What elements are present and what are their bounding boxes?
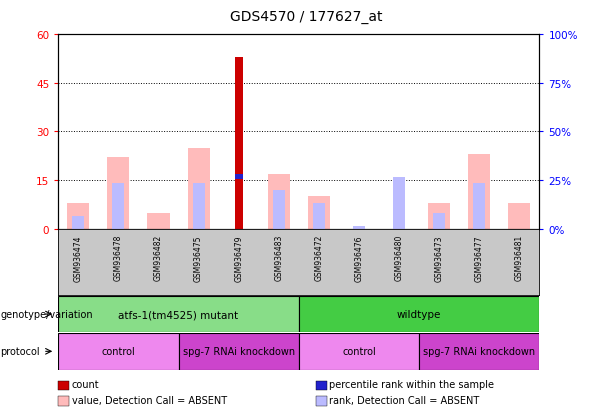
Text: GSM936481: GSM936481 xyxy=(515,235,524,281)
Text: GSM936473: GSM936473 xyxy=(435,235,444,281)
Bar xyxy=(58,333,178,370)
Bar xyxy=(67,203,89,229)
Bar xyxy=(393,178,405,229)
Bar xyxy=(112,184,124,229)
Text: GSM936480: GSM936480 xyxy=(395,235,403,281)
Bar xyxy=(508,203,530,229)
Bar xyxy=(353,226,365,229)
Bar xyxy=(192,184,205,229)
Bar xyxy=(299,296,539,332)
Text: rank, Detection Call = ABSENT: rank, Detection Call = ABSENT xyxy=(329,395,479,405)
Text: GSM936472: GSM936472 xyxy=(314,235,324,281)
Bar xyxy=(148,213,170,229)
Text: protocol: protocol xyxy=(1,347,40,356)
Text: GSM936474: GSM936474 xyxy=(74,235,83,281)
Bar xyxy=(235,58,243,229)
Text: GSM936475: GSM936475 xyxy=(194,235,203,281)
Text: control: control xyxy=(342,347,376,356)
Text: GSM936477: GSM936477 xyxy=(475,235,484,281)
Bar xyxy=(299,333,419,370)
Bar xyxy=(419,333,539,370)
Text: GSM936482: GSM936482 xyxy=(154,235,163,281)
Text: count: count xyxy=(72,379,99,389)
Bar xyxy=(428,203,450,229)
Text: control: control xyxy=(102,347,135,356)
Text: GSM936478: GSM936478 xyxy=(114,235,123,281)
Text: spg-7 RNAi knockdown: spg-7 RNAi knockdown xyxy=(423,347,535,356)
Bar xyxy=(268,174,290,229)
Text: wildtype: wildtype xyxy=(397,309,441,319)
Text: GDS4570 / 177627_at: GDS4570 / 177627_at xyxy=(230,10,383,24)
Bar xyxy=(72,216,85,229)
Bar xyxy=(58,296,299,332)
Bar xyxy=(188,148,210,229)
Bar xyxy=(107,158,129,229)
Text: GSM936479: GSM936479 xyxy=(234,235,243,281)
Text: GSM936483: GSM936483 xyxy=(274,235,283,281)
Bar xyxy=(468,155,490,229)
Text: GSM936476: GSM936476 xyxy=(354,235,364,281)
Bar xyxy=(313,203,325,229)
Bar xyxy=(178,333,299,370)
Bar xyxy=(273,190,285,229)
Bar xyxy=(433,213,445,229)
Text: value, Detection Call = ABSENT: value, Detection Call = ABSENT xyxy=(72,395,227,405)
Bar xyxy=(235,174,243,179)
Text: spg-7 RNAi knockdown: spg-7 RNAi knockdown xyxy=(183,347,295,356)
Text: atfs-1(tm4525) mutant: atfs-1(tm4525) mutant xyxy=(118,309,238,319)
Bar xyxy=(473,184,485,229)
Text: genotype/variation: genotype/variation xyxy=(1,309,93,319)
Text: percentile rank within the sample: percentile rank within the sample xyxy=(329,379,494,389)
Bar xyxy=(308,197,330,229)
